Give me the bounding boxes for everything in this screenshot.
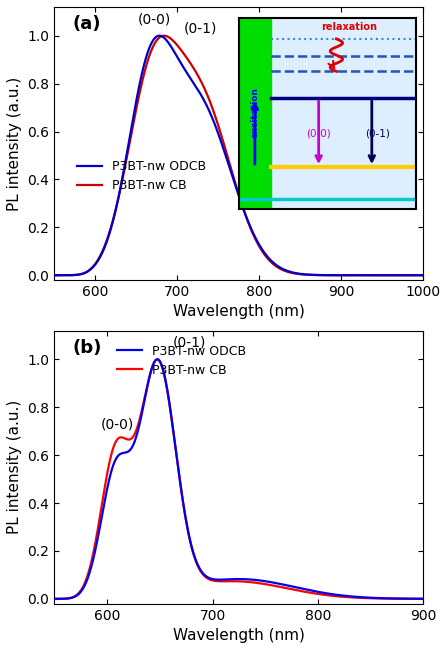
P3BT-nw CB: [116, 191, 122, 199]
Legend: P3BT-nw ODCB, P3BT-nw CB: P3BT-nw ODCB, P3BT-nw CB: [112, 339, 251, 382]
Y-axis label: PL intensity (a.u.): PL intensity (a.u.): [7, 400, 22, 534]
P3BT-nw ODCB: [196, 562, 201, 570]
P3BT-nw CB: [57, 595, 63, 603]
X-axis label: Wavelength (nm): Wavelength (nm): [173, 628, 305, 643]
Y-axis label: PL intensity (a.u.): PL intensity (a.u.): [7, 76, 22, 211]
X-axis label: Wavelength (nm): Wavelength (nm): [173, 304, 305, 319]
Text: (0-1): (0-1): [172, 335, 206, 350]
P3BT-nw ODCB: [378, 271, 383, 279]
P3BT-nw ODCB: [52, 271, 57, 279]
P3BT-nw CB: [425, 271, 430, 279]
P3BT-nw CB: [211, 108, 216, 116]
Line: P3BT-nw ODCB: P3BT-nw ODCB: [52, 359, 429, 599]
P3BT-nw CB: [155, 356, 160, 363]
P3BT-nw CB: [50, 595, 55, 603]
P3BT-nw ODCB: [94, 258, 99, 266]
P3BT-nw ODCB: [425, 271, 430, 279]
Text: (0-0): (0-0): [101, 417, 134, 431]
P3BT-nw CB: [52, 271, 57, 279]
P3BT-nw ODCB: [356, 593, 362, 601]
P3BT-nw ODCB: [116, 190, 122, 198]
P3BT-nw ODCB: [260, 577, 265, 585]
Line: P3BT-nw CB: P3BT-nw CB: [54, 36, 427, 275]
Text: (b): (b): [73, 339, 102, 357]
P3BT-nw CB: [94, 257, 99, 265]
Text: (0-1): (0-1): [184, 21, 217, 36]
P3BT-nw ODCB: [57, 595, 63, 603]
Text: (0-0): (0-0): [138, 12, 171, 26]
Text: (a): (a): [73, 15, 101, 33]
P3BT-nw ODCB: [50, 595, 55, 603]
P3BT-nw CB: [196, 564, 201, 571]
Legend: P3BT-nw ODCB, P3BT-nw CB: P3BT-nw ODCB, P3BT-nw CB: [72, 155, 211, 198]
P3BT-nw ODCB: [372, 594, 377, 602]
P3BT-nw ODCB: [195, 85, 200, 93]
P3BT-nw ODCB: [157, 32, 162, 40]
P3BT-nw ODCB: [211, 118, 216, 125]
P3BT-nw ODCB: [386, 595, 391, 603]
P3BT-nw ODCB: [426, 595, 431, 603]
P3BT-nw ODCB: [155, 356, 160, 363]
P3BT-nw CB: [260, 580, 265, 588]
Line: P3BT-nw ODCB: P3BT-nw ODCB: [54, 36, 427, 275]
P3BT-nw CB: [378, 271, 383, 279]
P3BT-nw CB: [386, 595, 391, 603]
Line: P3BT-nw CB: P3BT-nw CB: [52, 359, 429, 599]
P3BT-nw CB: [426, 595, 431, 603]
P3BT-nw CB: [418, 271, 423, 279]
P3BT-nw CB: [372, 595, 377, 603]
P3BT-nw ODCB: [418, 271, 423, 279]
P3BT-nw CB: [356, 594, 362, 602]
P3BT-nw CB: [195, 71, 200, 79]
P3BT-nw CB: [161, 32, 167, 40]
